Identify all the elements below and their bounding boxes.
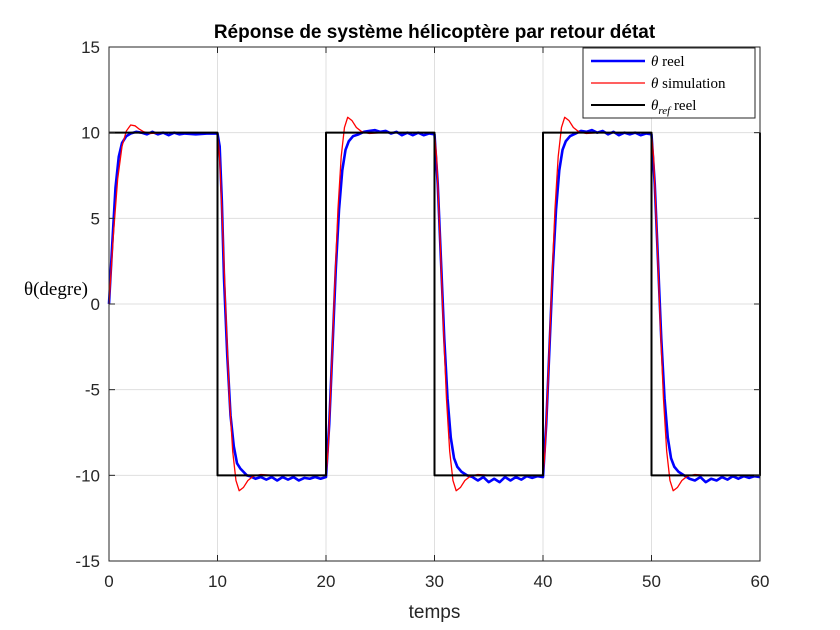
- x-tick-label: 0: [104, 572, 113, 591]
- y-tick-label: 15: [81, 38, 100, 57]
- legend-label-0: θ reel: [651, 54, 685, 70]
- x-tick-label: 30: [425, 572, 444, 591]
- y-tick-label: -10: [75, 466, 100, 485]
- x-axis-label: temps: [409, 602, 461, 623]
- legend-symbol: θ: [651, 98, 659, 114]
- y-axis-label: θ(degre): [24, 279, 88, 300]
- y-tick-label: -15: [75, 552, 100, 571]
- y-tick-label: 10: [81, 124, 100, 143]
- x-tick-label: 50: [642, 572, 661, 591]
- legend-text: reel: [658, 54, 684, 70]
- legend-symbol: θ: [651, 54, 659, 70]
- x-tick-label: 60: [751, 572, 770, 591]
- legend-subscript: ref: [658, 105, 672, 117]
- legend-text: simulation: [658, 76, 726, 92]
- x-tick-label: 20: [317, 572, 336, 591]
- y-tick-label: 0: [91, 295, 100, 314]
- series-line-2: [109, 131, 761, 477]
- y-tick-label: -5: [85, 381, 100, 400]
- chart-title: Réponse de système hélicoptère par retou…: [214, 22, 656, 43]
- legend-label-2: θref reel: [651, 98, 696, 117]
- y-tick-label: 5: [91, 209, 100, 228]
- series-lines: [107, 116, 761, 492]
- x-tick-label: 40: [534, 572, 553, 591]
- x-tick-label: 10: [208, 572, 227, 591]
- legend-label-1: θ simulation: [651, 76, 726, 92]
- legend-text: reel: [670, 98, 696, 114]
- legend-symbol: θ: [651, 76, 659, 92]
